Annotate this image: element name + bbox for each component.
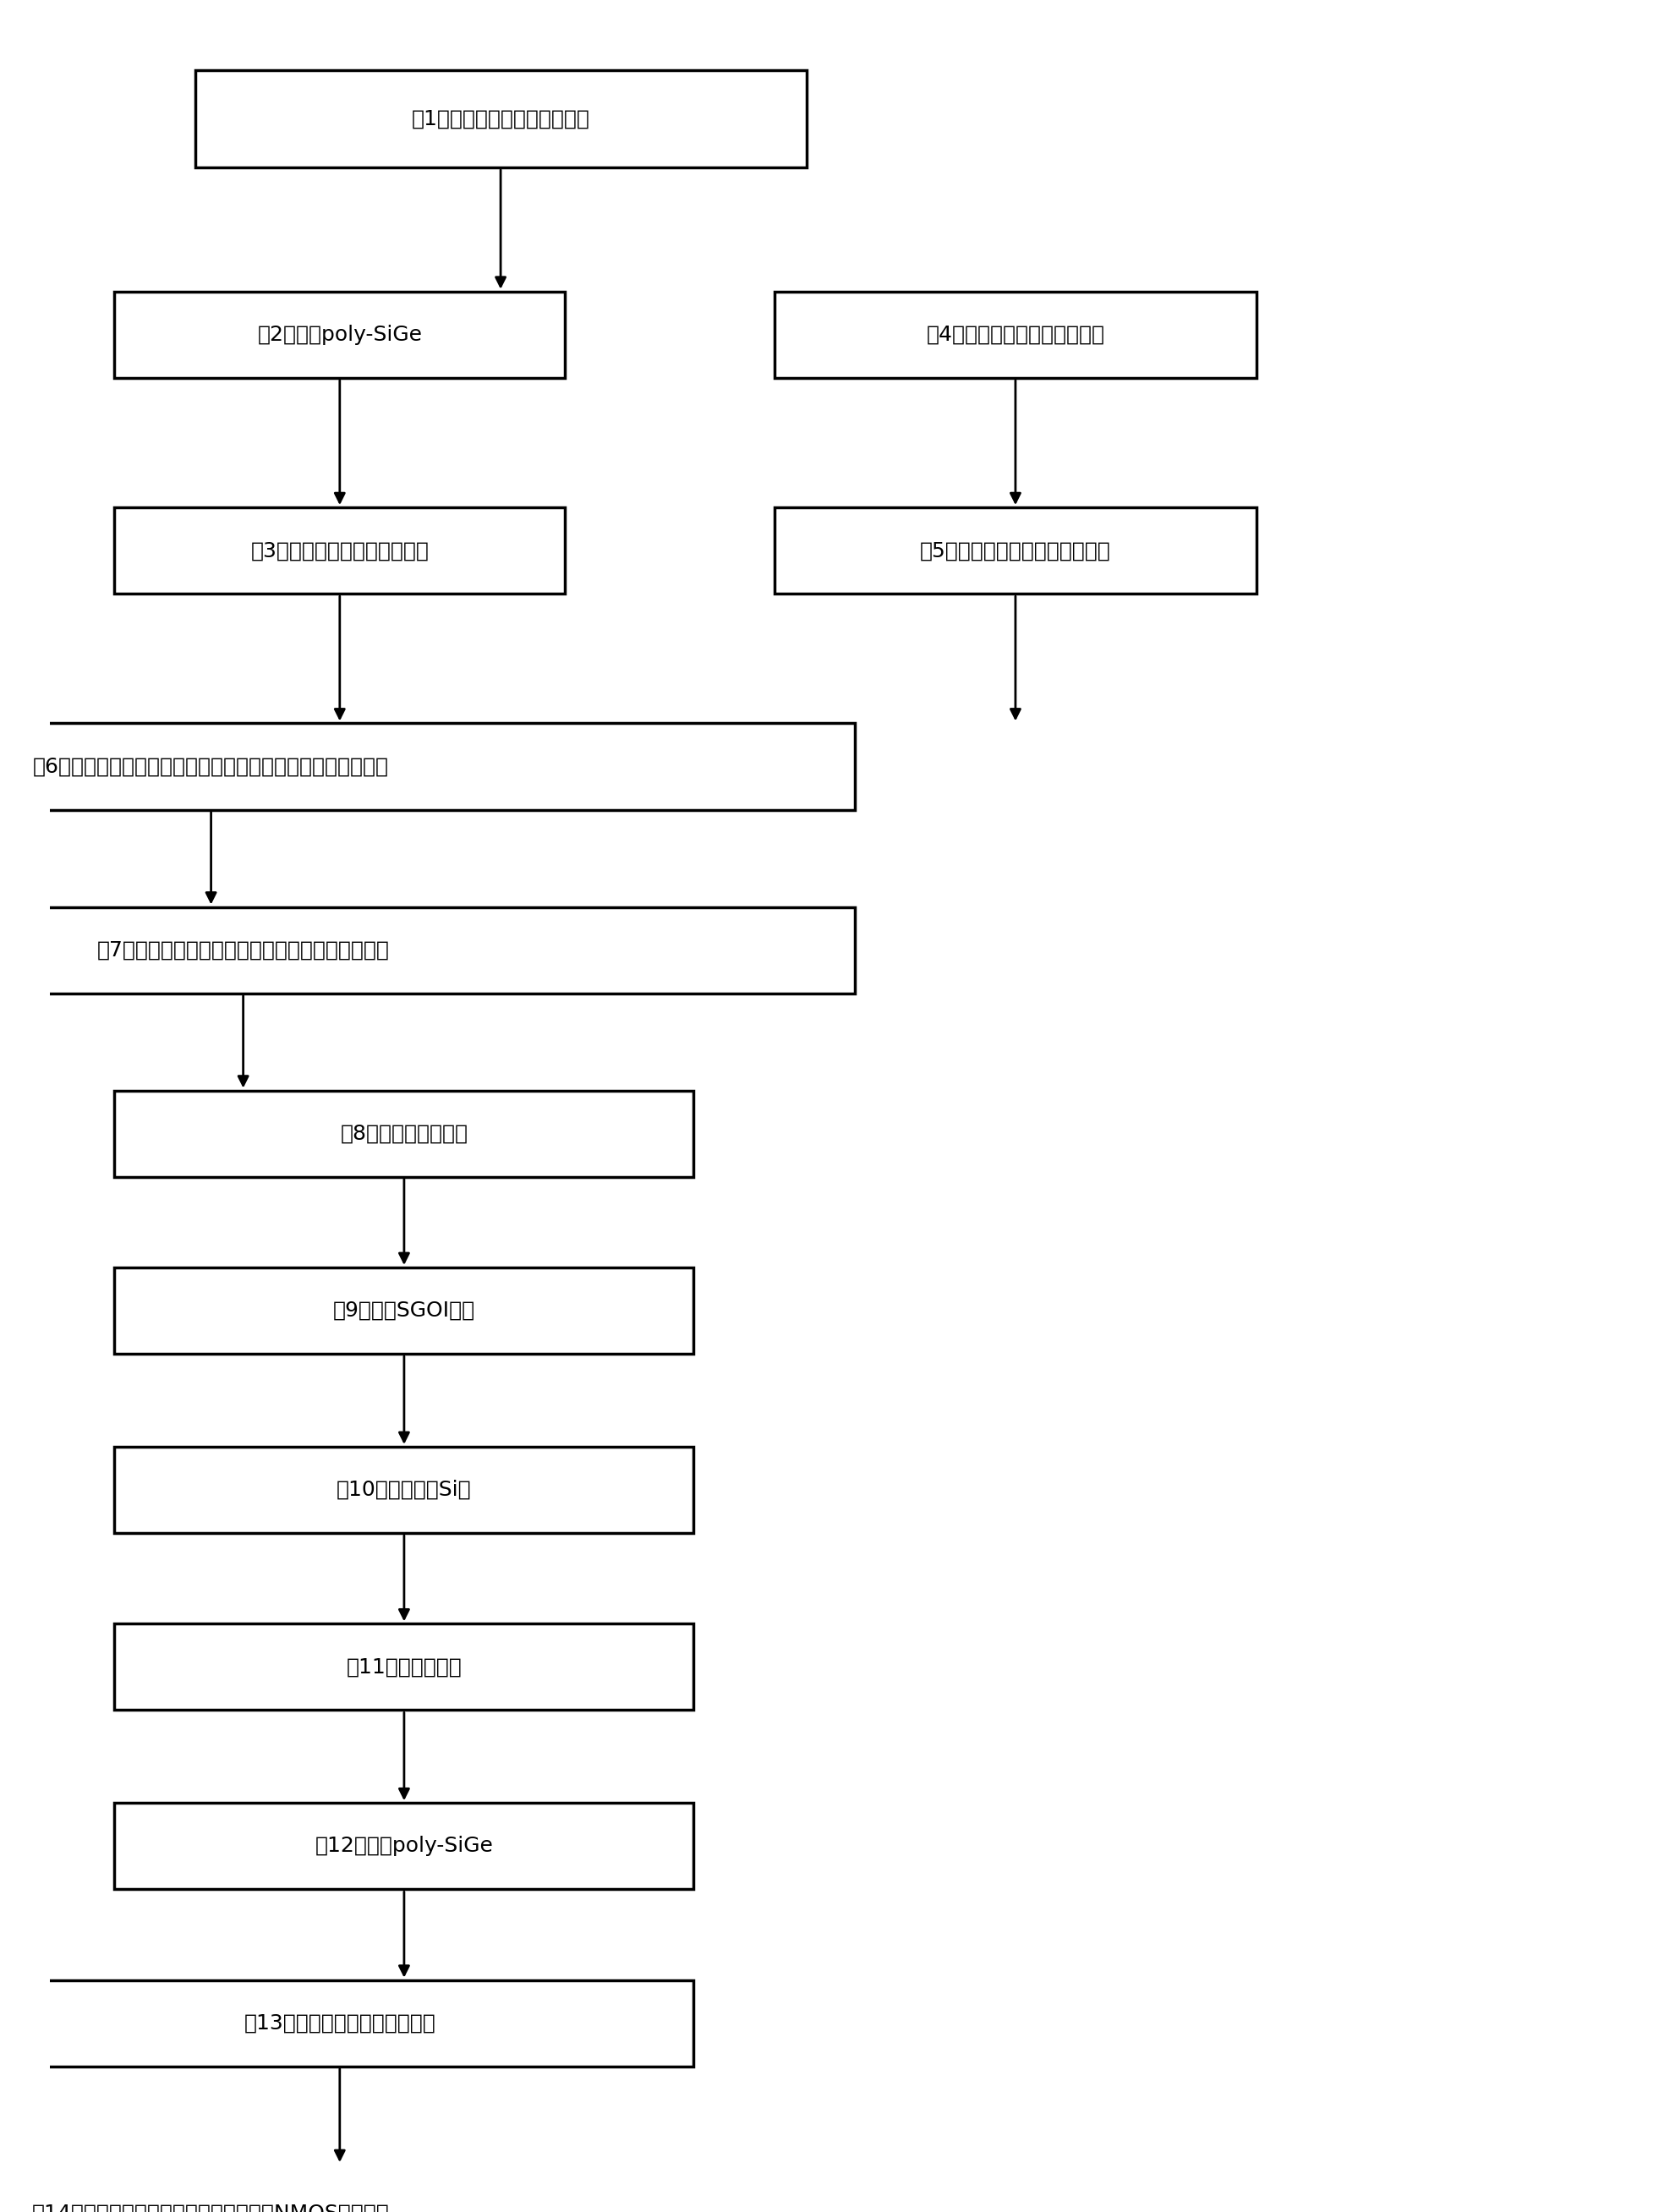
FancyBboxPatch shape [775,507,1258,593]
FancyBboxPatch shape [114,1267,693,1354]
Text: （3）完成下层有源层器件制作: （3）完成下层有源层器件制作 [251,540,430,562]
Text: （5）对上层有源层基体材料注氢: （5）对上层有源层基体材料注氢 [921,540,1112,562]
FancyBboxPatch shape [0,1980,693,2066]
Text: （10）生长应变Si层: （10）生长应变Si层 [337,1480,471,1500]
Text: （1）制作下层有源层的有源区: （1）制作下层有源层的有源区 [411,108,591,128]
FancyBboxPatch shape [196,71,806,168]
Text: （13）完成下层有源层器件结构: （13）完成下层有源层器件结构 [244,2013,436,2033]
FancyBboxPatch shape [775,292,1258,378]
FancyBboxPatch shape [0,723,854,810]
FancyBboxPatch shape [114,507,566,593]
Text: （11）制作有源区: （11）制作有源区 [347,1657,461,1677]
FancyBboxPatch shape [0,907,854,993]
FancyBboxPatch shape [114,1447,693,1533]
Text: （9）制作SGOI衬底: （9）制作SGOI衬底 [333,1301,474,1321]
FancyBboxPatch shape [114,1091,693,1177]
FancyBboxPatch shape [0,2166,854,2212]
FancyBboxPatch shape [114,1624,693,1710]
FancyBboxPatch shape [114,1803,693,1889]
Text: （8）上层有源层剥离: （8）上层有源层剥离 [340,1124,468,1144]
Text: （6）分别对下层有源层和上层有源层基体材料表面氧化层抛光: （6）分别对下层有源层和上层有源层基体材料表面氧化层抛光 [33,757,388,776]
Text: （14）进行有源层间相关互连，完成三维NMOS器件制作: （14）进行有源层间相关互连，完成三维NMOS器件制作 [32,2203,390,2212]
Text: （7）对下层有源层和上层有源层基体材料低温键合: （7）对下层有源层和上层有源层基体材料低温键合 [96,940,390,960]
Text: （2）生长poly-SiGe: （2）生长poly-SiGe [257,325,421,345]
Text: （12）生长poly-SiGe: （12）生长poly-SiGe [315,1836,493,1856]
FancyBboxPatch shape [114,292,566,378]
Text: （4）上层有源层基体材料氧化: （4）上层有源层基体材料氧化 [926,325,1105,345]
